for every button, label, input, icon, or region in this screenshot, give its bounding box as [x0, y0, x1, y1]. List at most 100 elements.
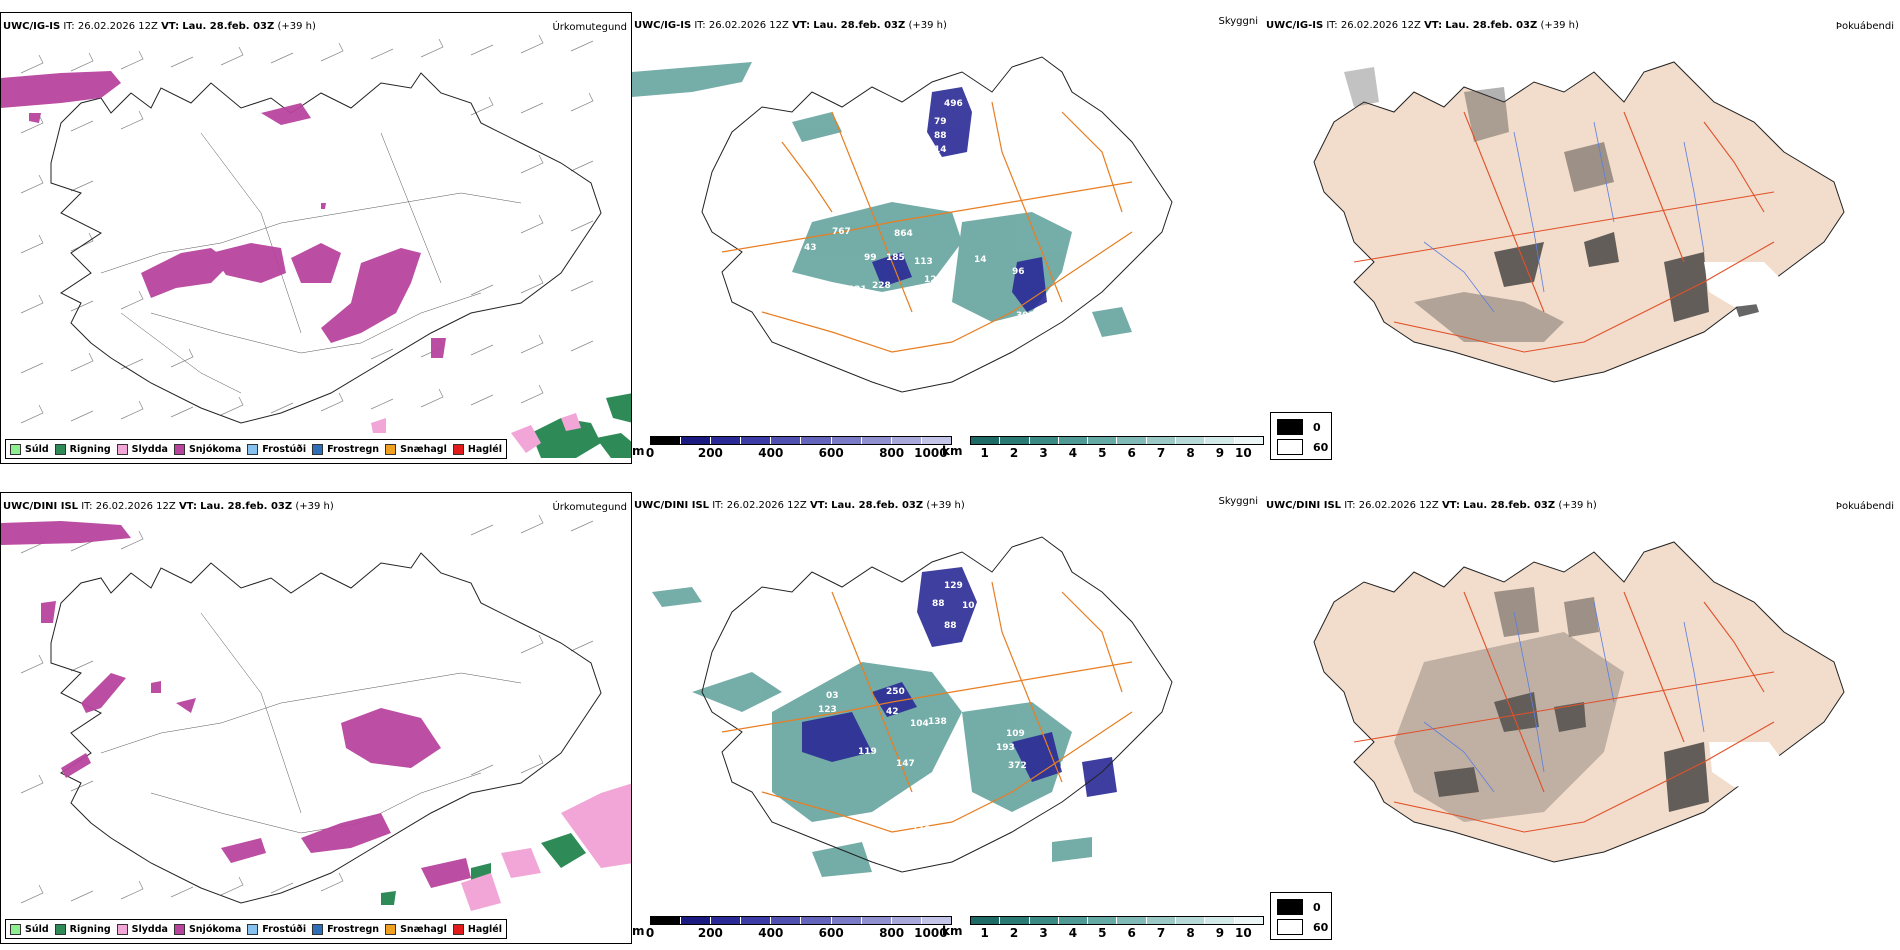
legend-swatch	[247, 443, 259, 455]
scale-tick: 400	[758, 446, 784, 460]
cloud-label: 147	[1056, 787, 1075, 797]
scale-tick: 800	[879, 926, 905, 940]
cloud-label: 53	[906, 351, 919, 361]
scale-tick: 6	[1127, 446, 1136, 460]
scale-tick: 1000	[914, 926, 948, 940]
precip-panel-row1: UWC/IG-IS IT: 26.02.2026 12Z VT: Lau. 28…	[0, 12, 632, 464]
legend-swatch	[247, 923, 259, 935]
legend-swatch	[173, 923, 185, 935]
precip-title: Úrkomutegund	[552, 502, 627, 513]
cloud-value-labels: 496 79 88 14 767 864 43 99 185 113 14 96…	[800, 99, 1077, 387]
cloud-label: 56	[1060, 761, 1073, 771]
cloud-label: 42	[886, 707, 899, 717]
scale-tick: 5	[1098, 926, 1107, 940]
scale-tick: 8	[1186, 926, 1195, 940]
cloud-label: 117	[930, 849, 949, 859]
fog-white-zone	[1709, 742, 1784, 787]
scale-tick: 0	[645, 926, 655, 940]
cloud-value-labels: 129 88 88 10 03 250 123 42 104 138 109 1…	[818, 581, 1075, 859]
cloud-label: 395	[1016, 311, 1035, 321]
visibility-scale: 1 2 3 4 5 6 7 8 9 10	[970, 436, 1264, 460]
cloud-label: 149	[922, 357, 941, 367]
scale-tick: 0	[645, 446, 655, 460]
cloud-label: 161	[926, 803, 945, 813]
cloud-map: 496 79 88 14 767 864 43 99 185 113 14 96…	[632, 56, 1173, 393]
road-network	[721, 101, 1133, 353]
legend-value: 60	[1313, 920, 1329, 934]
cloud-label: 14	[922, 377, 935, 387]
visibility-scale: 1 2 3 4 5 6 7 8 9 10	[970, 916, 1264, 940]
rivers	[1423, 121, 1705, 313]
cloud-label: 55	[1042, 335, 1055, 345]
scale-ticks: 1 2 3 4 5 6 7 8 9 10	[970, 925, 1264, 940]
iceland-coastline	[50, 72, 602, 424]
cloud-label: 88	[932, 599, 945, 609]
legend-item: Súld	[10, 923, 49, 935]
legend-swatch	[1277, 899, 1303, 915]
sleet-areas	[461, 783, 631, 911]
scale-tick: 10	[1235, 926, 1252, 940]
legend-swatch	[1277, 419, 1303, 435]
scale-tick: 7	[1156, 446, 1166, 460]
scale-tick: 200	[697, 446, 723, 460]
scale-tick: 9	[1215, 446, 1225, 460]
precip-type-legend: Súld Rigning Slydda Snjókoma Frostúði Fr…	[5, 919, 507, 939]
legend-value: 0	[1313, 900, 1321, 914]
legend-swatch	[10, 923, 21, 935]
scale-tick: 1	[980, 446, 989, 460]
legend-item: Frostúði	[247, 923, 306, 935]
legend-swatch	[452, 923, 464, 935]
scale-tick: 1000	[914, 446, 948, 460]
fog-index-field	[1394, 587, 1709, 822]
legend-item: Slydda	[116, 443, 168, 455]
scale-tick: 9	[1215, 926, 1225, 940]
scale-tick: 7	[1156, 926, 1166, 940]
panel-header: UWC/DINI ISL IT: 26.02.2026 12Z VT: Lau.…	[3, 501, 334, 512]
legend-value: 60	[1313, 440, 1329, 454]
cloud-label: 92	[906, 843, 919, 853]
cloud-label: 123	[818, 705, 837, 715]
cloud-label: 104	[910, 719, 929, 729]
iceland-coastline	[701, 536, 1173, 873]
cloud-label: 55	[1064, 337, 1077, 347]
cloud-label: 147	[896, 759, 915, 769]
legend-swatch	[1277, 439, 1303, 455]
scale-unit-km: km	[942, 444, 963, 458]
legend-item: Frostregn	[312, 923, 379, 935]
cloud-title: Skyggni	[1218, 16, 1258, 27]
panel-header: UWC/IG-IS IT: 26.02.2026 12Z VT: Lau. 28…	[3, 21, 316, 32]
roads	[1353, 591, 1775, 833]
fog-index-legend: 0 60	[1270, 892, 1332, 940]
cloud-label: 864	[894, 229, 913, 239]
cloud-label: 372	[1008, 761, 1027, 771]
iceland-land	[1313, 61, 1845, 383]
scale-tick: 5	[1098, 446, 1107, 460]
legend-item: Snjókoma	[173, 443, 241, 455]
legend-swatch	[1277, 919, 1303, 935]
legend-swatch	[312, 923, 324, 935]
scale-unit-m: m	[632, 924, 645, 938]
cloud-label: 03	[826, 691, 839, 701]
fog-index-legend: 0 60	[1270, 412, 1332, 460]
cloud-label: 99	[864, 253, 877, 263]
legend-swatch	[116, 923, 128, 935]
cloud-fields	[652, 587, 1092, 877]
cloud-label: 14	[974, 255, 987, 265]
legend-item: Haglél	[452, 923, 502, 935]
cloud-base-colorbar	[650, 436, 952, 445]
legend-item: Haglél	[452, 443, 502, 455]
cloud-label: 113	[914, 257, 933, 267]
fog-map	[1313, 61, 1845, 383]
cloud-label: 88	[934, 131, 947, 141]
iceland-coastline	[50, 552, 602, 904]
cloud-label: 228	[872, 281, 891, 291]
legend-item: Slydda	[116, 923, 168, 935]
fog-map	[1313, 541, 1845, 863]
cloud-label: 250	[886, 687, 905, 697]
scale-tick: 10	[1235, 446, 1252, 460]
cloud-label: 14	[934, 145, 947, 155]
cloud-label: 121	[848, 285, 867, 295]
cloud-label: 185	[886, 253, 905, 263]
legend-swatch	[10, 443, 21, 455]
fog-panel-row1: UWC/IG-IS IT: 26.02.2026 12Z VT: Lau. 28…	[1264, 12, 1900, 464]
